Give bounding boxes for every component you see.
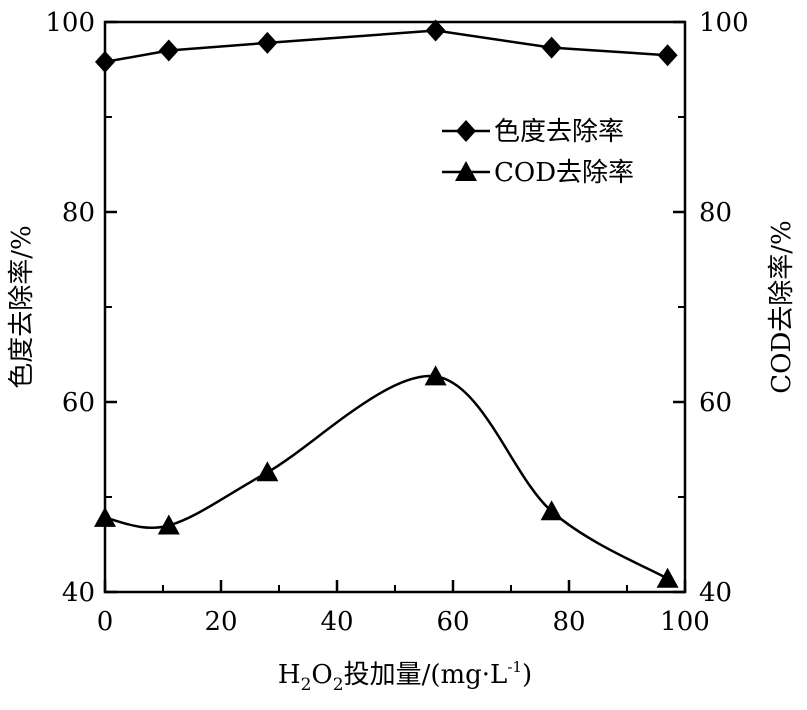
series-1-point-3 (424, 365, 447, 386)
x-tick-label-2: 40 (320, 607, 353, 637)
y-right-tick-label-2: 80 (699, 198, 732, 228)
y-axis-left-title: 色度去除率/% (7, 225, 37, 388)
x-axis-title: H2O2投加量/(mg·L-1) (278, 658, 532, 695)
series-marker-group (94, 19, 679, 588)
y-left-tick-label-3: 100 (45, 8, 95, 38)
series-0-point-5 (657, 44, 678, 67)
x-axis-title-prefix: H (278, 660, 301, 690)
series-0-point-2 (257, 31, 278, 54)
series-1-point-4 (540, 500, 563, 521)
x-tick-label-0: 0 (97, 607, 114, 637)
legend-label-0: 色度去除率 (494, 117, 624, 147)
y-left-tick-label-0: 40 (62, 578, 95, 608)
y-axis-right-title: COD去除率/% (767, 220, 797, 394)
series-1-point-1 (157, 514, 180, 535)
legend: 色度去除率 COD去除率 (442, 117, 634, 188)
x-tick-label-4: 80 (552, 607, 585, 637)
series-1-point-2 (256, 461, 279, 482)
y-right-tick-label-0: 40 (699, 578, 732, 608)
legend-marker-0 (456, 120, 476, 142)
x-tick-label-5: 100 (660, 607, 710, 637)
y-left-tick-label-2: 80 (62, 198, 95, 228)
y-right-tick-label-1: 60 (699, 388, 732, 418)
x-tick-label-3: 60 (436, 607, 469, 637)
y-left-tick-label-1: 60 (62, 388, 95, 418)
series-1-point-5 (656, 567, 679, 588)
legend-label-1: COD去除率 (494, 158, 634, 188)
series-1-point-0 (94, 506, 116, 527)
x-axis-title-sup: -1 (507, 658, 522, 676)
series-0-point-0 (95, 50, 115, 73)
x-tick-label-1: 20 (204, 607, 237, 637)
x-axis-title-sub2: 2 (333, 675, 344, 695)
series-0-point-4 (541, 36, 562, 59)
legend-marker-1 (455, 161, 477, 181)
series-line-0 (104, 29, 668, 64)
x-axis-title-suffix: 投加量/(mg·L (344, 660, 508, 690)
x-axis-title-sub1: 2 (301, 675, 312, 695)
series-0-point-3 (425, 19, 446, 42)
x-axis-title-mid: O (311, 660, 332, 690)
x-axis-title-end: ) (522, 660, 532, 690)
series-0-point-1 (158, 39, 179, 62)
tick-group (103, 20, 687, 594)
y-right-tick-label-3: 100 (699, 8, 749, 38)
